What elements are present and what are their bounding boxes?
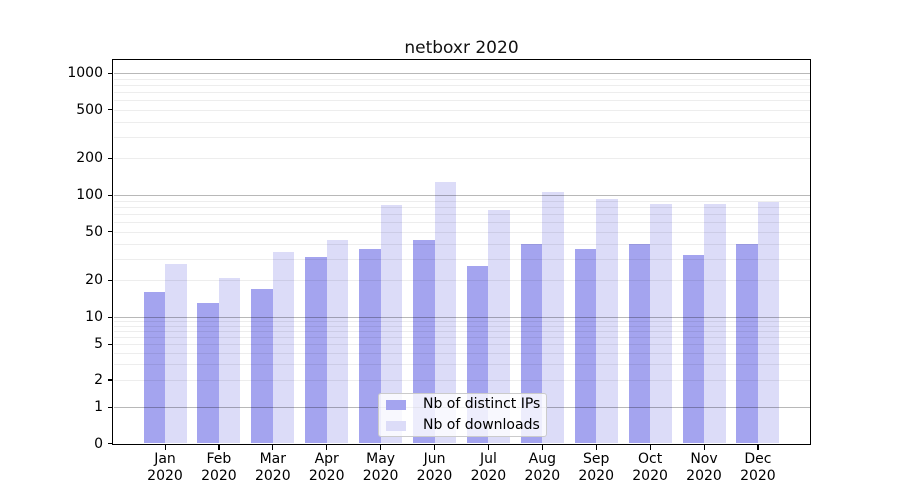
x-tick-label-apr: Apr 2020 [308,451,345,484]
y-tick-label-100: 100 [76,187,103,203]
bar-downloads-oct [650,203,672,444]
x-tick-label-dec: Dec 2020 [740,451,776,484]
bar-downloads-jul [488,210,510,444]
y-tick-label-20: 20 [85,272,103,289]
bar-downloads-apr [326,239,349,444]
x-tick-jan [164,445,166,450]
x-tick-label-oct: Oct 2020 [632,451,668,484]
bar-distinct-ips-mar [251,288,273,444]
bar-distinct-ips-dec [736,243,758,444]
x-tick-label-sep: Sep 2020 [578,451,614,484]
y-tick-label-200: 200 [76,150,103,167]
y-tick-1000 [108,72,113,74]
bar-distinct-ips-jun [413,239,435,444]
chart-title: netboxr 2020 [404,38,519,58]
x-tick-apr [326,445,328,450]
x-tick-label-aug: Aug 2020 [524,451,561,484]
y-tick-label-2: 2 [94,371,103,388]
x-tick-label-feb: Feb 2020 [201,451,237,484]
x-tick-label-may: May 2020 [362,451,399,484]
y-tick-0 [108,443,113,445]
legend-swatch-downloads [386,420,406,431]
y-tick-label-50: 50 [85,223,103,240]
gridline-y-700 [113,91,810,93]
legend-label-downloads: Nb of downloads [423,417,540,433]
y-tick-1 [108,406,113,408]
bar-downloads-mar [272,252,295,444]
x-tick-label-jan: Jan 2020 [147,451,183,484]
y-tick-500 [108,109,113,111]
bar-downloads-jun [434,182,456,444]
y-tick-label-1000: 1000 [67,65,103,81]
x-tick-dec [757,445,759,450]
gridline-y-300 [113,136,810,138]
y-tick-10 [108,316,113,318]
y-tick-label-10: 10 [85,309,103,325]
x-tick-mar [272,445,274,450]
legend: Nb of distinct IPs Nb of downloads [378,393,547,437]
bar-distinct-ips-jan [143,292,165,444]
bar-distinct-ips-nov [682,255,704,444]
y-tick-200 [108,157,113,159]
y-tick-label-0: 0 [94,435,103,452]
x-tick-sep [595,445,597,450]
y-tick-50 [108,231,113,233]
legend-label-distinct-ips: Nb of distinct IPs [423,396,541,412]
bar-downloads-nov [704,203,726,444]
x-tick-may [380,445,382,450]
gridline-y-900 [113,78,810,80]
x-tick-label-jun: Jun 2020 [416,451,453,484]
y-tick-5 [108,343,113,345]
bar-distinct-ips-may [359,249,381,444]
y-tick-20 [108,279,113,281]
bar-distinct-ips-oct [628,243,651,444]
y-tick-label-1: 1 [94,399,103,415]
y-tick-2 [108,379,113,381]
gridline-y-90 [113,200,810,202]
gridline-y-400 [113,121,810,123]
legend-item-distinct-ips: Nb of distinct IPs [386,396,541,412]
gridline-y-500 [113,109,810,111]
bar-downloads-may [380,204,403,444]
x-tick-nov [703,445,705,450]
x-tick-jul [487,445,490,450]
legend-item-downloads: Nb of downloads [386,417,540,433]
bar-downloads-dec [757,201,780,444]
x-tick-oct [649,445,651,450]
y-tick-label-5: 5 [94,336,103,353]
bar-downloads-sep [596,198,618,444]
x-tick-aug [541,445,543,450]
bar-distinct-ips-sep [574,249,597,444]
x-tick-label-jul: Jul 2020 [470,451,507,484]
gridline-y-200 [113,158,810,160]
y-tick-100 [108,194,113,196]
x-tick-label-nov: Nov 2020 [686,451,722,484]
gridline-y-600 [113,100,810,102]
y-tick-label-500: 500 [76,101,103,118]
bar-distinct-ips-feb [197,303,219,444]
x-tick-feb [218,445,220,450]
gridline-y-1000 [113,73,810,74]
gridline-y-800 [113,84,810,86]
bar-distinct-ips-apr [305,257,327,444]
legend-swatch-distinct-ips [386,399,406,410]
bar-downloads-feb [218,277,241,444]
bar-downloads-jan [165,264,187,444]
gridline-y-100 [113,195,810,196]
x-tick-label-mar: Mar 2020 [254,451,291,484]
bar-downloads-aug [542,192,564,444]
x-tick-jun [434,445,436,450]
